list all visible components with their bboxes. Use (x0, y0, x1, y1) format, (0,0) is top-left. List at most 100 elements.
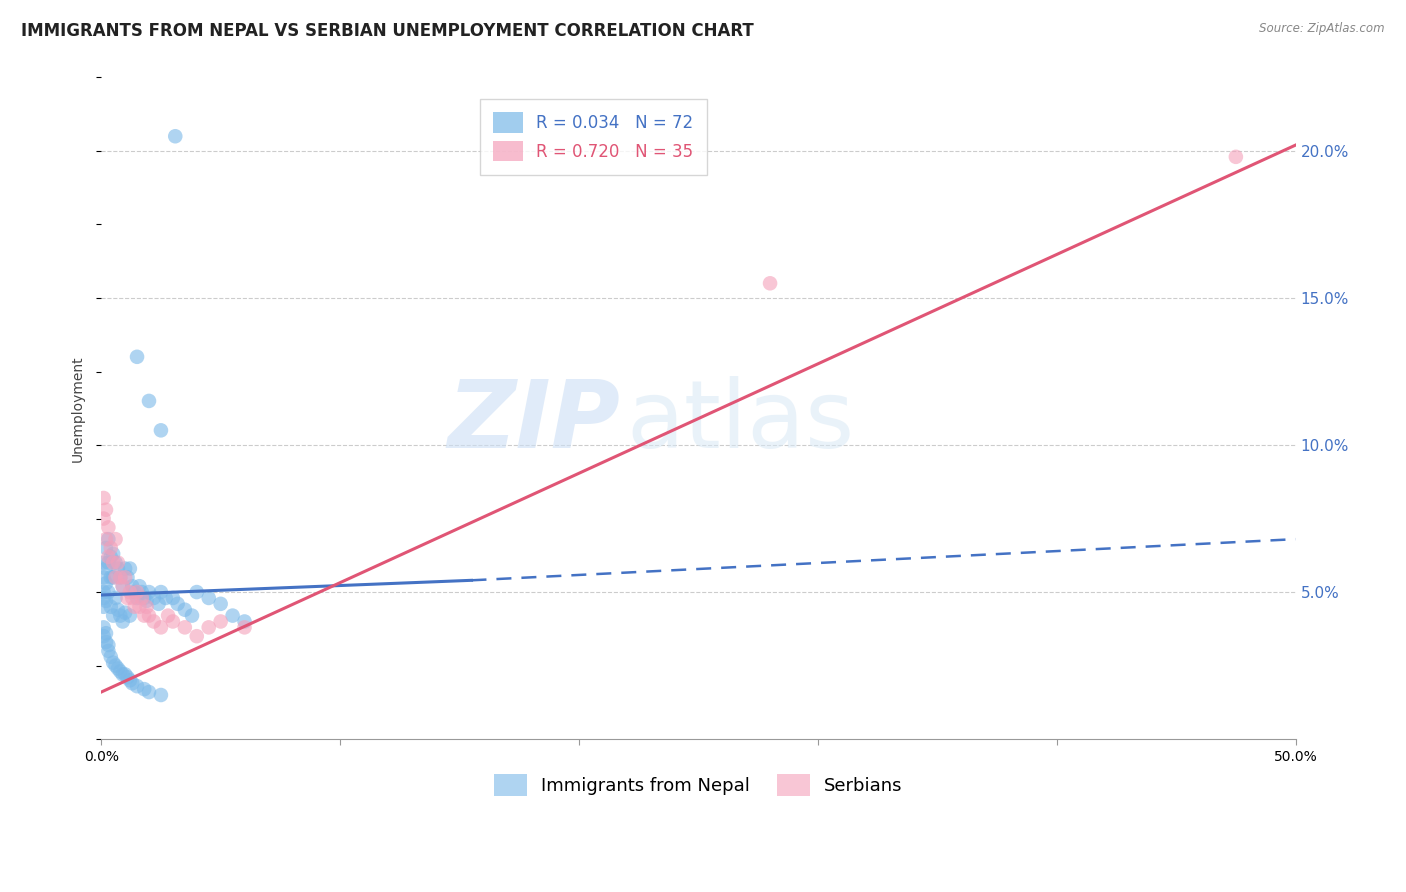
Point (125, 350, 148, 364)
Point (209, 615, 232, 629)
Point (93, 491, 115, 505)
Point (135, 594, 157, 608)
Point (97, 556, 120, 570)
Point (149, 688, 172, 702)
Point (93, 585, 115, 599)
Text: ZIP: ZIP (449, 376, 621, 467)
Point (101, 656, 124, 670)
Point (94, 576, 117, 591)
Point (94, 502, 117, 516)
Text: atlas: atlas (627, 376, 855, 467)
Point (124, 599, 146, 614)
Point (131, 591, 153, 605)
Point (118, 585, 141, 599)
Point (162, 615, 184, 629)
Point (93, 629, 115, 643)
Y-axis label: Unemployment: Unemployment (72, 355, 86, 461)
Point (135, 599, 157, 614)
Point (100, 549, 122, 564)
Point (117, 670, 139, 684)
Point (128, 599, 150, 614)
Point (173, 620, 195, 634)
Point (107, 556, 129, 570)
Point (100, 541, 122, 555)
Point (100, 570, 122, 584)
Point (97, 638, 120, 652)
Point (111, 579, 134, 593)
Point (118, 561, 141, 575)
Point (142, 615, 165, 629)
Point (114, 606, 136, 620)
Point (149, 620, 172, 634)
Point (93, 599, 115, 614)
Point (104, 658, 127, 673)
Point (97, 532, 120, 546)
Point (134, 608, 156, 623)
Point (118, 608, 141, 623)
Point (118, 673, 141, 688)
Point (114, 667, 136, 681)
Point (110, 570, 132, 584)
Point (111, 615, 134, 629)
Point (1225, 150, 1247, 164)
Point (93, 620, 115, 634)
Point (101, 570, 124, 584)
Point (111, 667, 134, 681)
Point (162, 591, 184, 605)
Point (94, 532, 117, 546)
Point (138, 585, 160, 599)
Point (101, 547, 124, 561)
Point (94, 626, 117, 640)
Point (94, 541, 117, 555)
Point (759, 277, 782, 291)
Point (94, 561, 117, 575)
Point (134, 682, 156, 697)
Point (121, 579, 143, 593)
Point (125, 585, 148, 599)
Point (128, 579, 150, 593)
Point (157, 608, 180, 623)
Point (186, 629, 208, 643)
Point (138, 685, 160, 699)
Point (101, 556, 124, 570)
Point (142, 591, 165, 605)
Point (149, 423, 172, 437)
Point (104, 556, 127, 570)
Point (166, 597, 188, 611)
Point (107, 661, 129, 675)
Point (197, 620, 219, 634)
Point (117, 570, 139, 584)
Point (110, 570, 132, 584)
Point (93, 591, 115, 605)
Point (107, 561, 129, 575)
Point (100, 649, 122, 664)
Point (125, 679, 148, 693)
Point (131, 585, 153, 599)
Point (121, 676, 143, 690)
Point (93, 511, 115, 525)
Point (97, 644, 120, 658)
Point (233, 615, 256, 629)
Point (124, 585, 146, 599)
Point (209, 597, 232, 611)
Point (97, 549, 120, 564)
Point (111, 579, 134, 593)
Legend: Immigrants from Nepal, Serbians: Immigrants from Nepal, Serbians (486, 766, 910, 803)
Point (149, 585, 172, 599)
Point (121, 591, 143, 605)
Point (97, 585, 120, 599)
Point (138, 608, 160, 623)
Point (101, 608, 124, 623)
Point (233, 620, 256, 634)
Point (181, 608, 204, 623)
Point (104, 570, 127, 584)
Point (110, 608, 132, 623)
Point (107, 603, 129, 617)
Point (117, 591, 139, 605)
Point (94, 635, 117, 649)
Point (104, 591, 127, 605)
Point (173, 603, 195, 617)
Point (221, 608, 243, 623)
Point (165, 129, 187, 144)
Point (100, 599, 122, 614)
